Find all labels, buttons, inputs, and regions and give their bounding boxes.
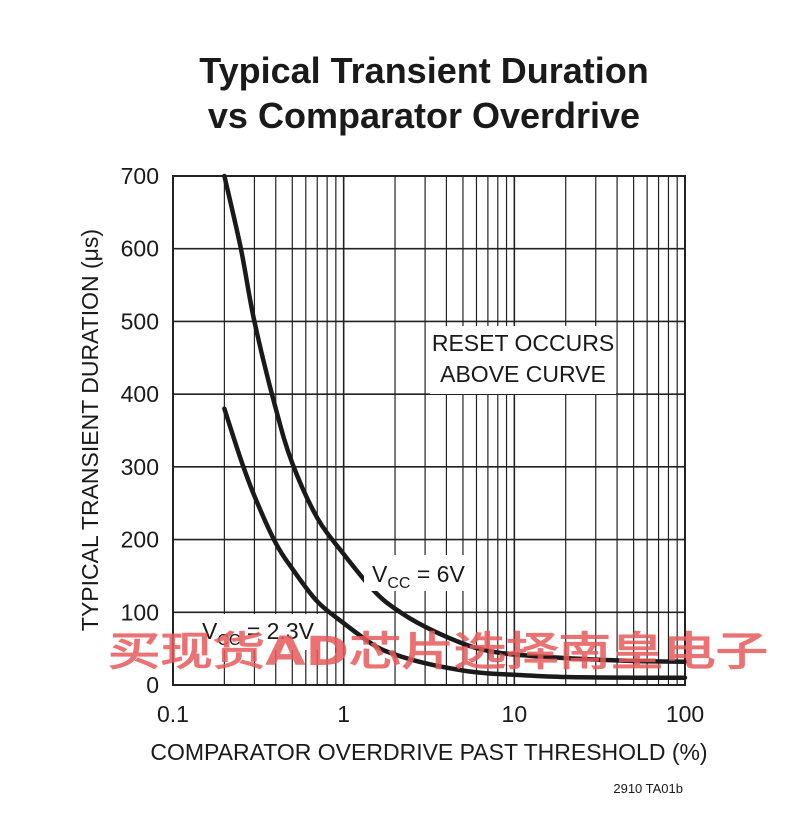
annotation: RESET OCCURS ABOVE CURVE — [430, 326, 616, 394]
plot-frame — [172, 175, 686, 686]
series-label-vcc-2-3v: VCC = 2.3V — [198, 614, 324, 650]
x-tick-label: 0.1 — [157, 701, 189, 727]
figure-id: 2910 TA01b — [613, 781, 683, 796]
annotation-background — [430, 326, 616, 394]
x-tick-label: 10 — [502, 701, 528, 727]
annotation-line2: ABOVE CURVE — [440, 361, 606, 387]
series-label-vcc-6v-background — [364, 555, 474, 591]
chart-title-line1: Typical Transient Duration — [199, 50, 648, 91]
y-tick-label: 700 — [121, 163, 159, 189]
y-tick-label: 600 — [121, 236, 159, 262]
x-tick-label: 1 — [337, 701, 350, 727]
series-label-vcc-2-3v-background — [198, 614, 324, 650]
x-tick-label: 100 — [666, 701, 704, 727]
y-tick-label: 200 — [121, 527, 159, 553]
watermark: 买现货AD芯片选择南皇电子 — [108, 629, 768, 675]
grid — [172, 175, 686, 686]
x-axis-label: COMPARATOR OVERDRIVE PAST THRESHOLD (%) — [150, 739, 707, 765]
x-tick-labels: 0.1 1 10 100 — [157, 701, 704, 727]
series-curves — [222, 173, 688, 680]
annotation-line1: RESET OCCURS — [432, 330, 614, 356]
series-label-vcc-2-3v-text: VCC = 2.3V — [202, 618, 315, 649]
y-tick-labels: 0 100 200 300 400 500 600 700 — [121, 163, 159, 698]
chart-title-line2: vs Comparator Overdrive — [208, 95, 640, 136]
series-label-vcc-6v: VCC = 6V — [364, 555, 474, 592]
y-axis-label: TYPICAL TRANSIENT DURATION (μs) — [77, 229, 103, 631]
series-label-vcc-6v-text: VCC = 6V — [372, 561, 465, 592]
y-tick-label: 100 — [121, 599, 159, 625]
y-tick-label: 300 — [121, 454, 159, 480]
series-line-vcc-2-3v — [222, 406, 688, 680]
y-tick-label: 400 — [121, 381, 159, 407]
y-tick-label: 500 — [121, 308, 159, 334]
series-line-vcc-6v — [222, 173, 688, 664]
y-tick-label: 0 — [146, 672, 159, 698]
